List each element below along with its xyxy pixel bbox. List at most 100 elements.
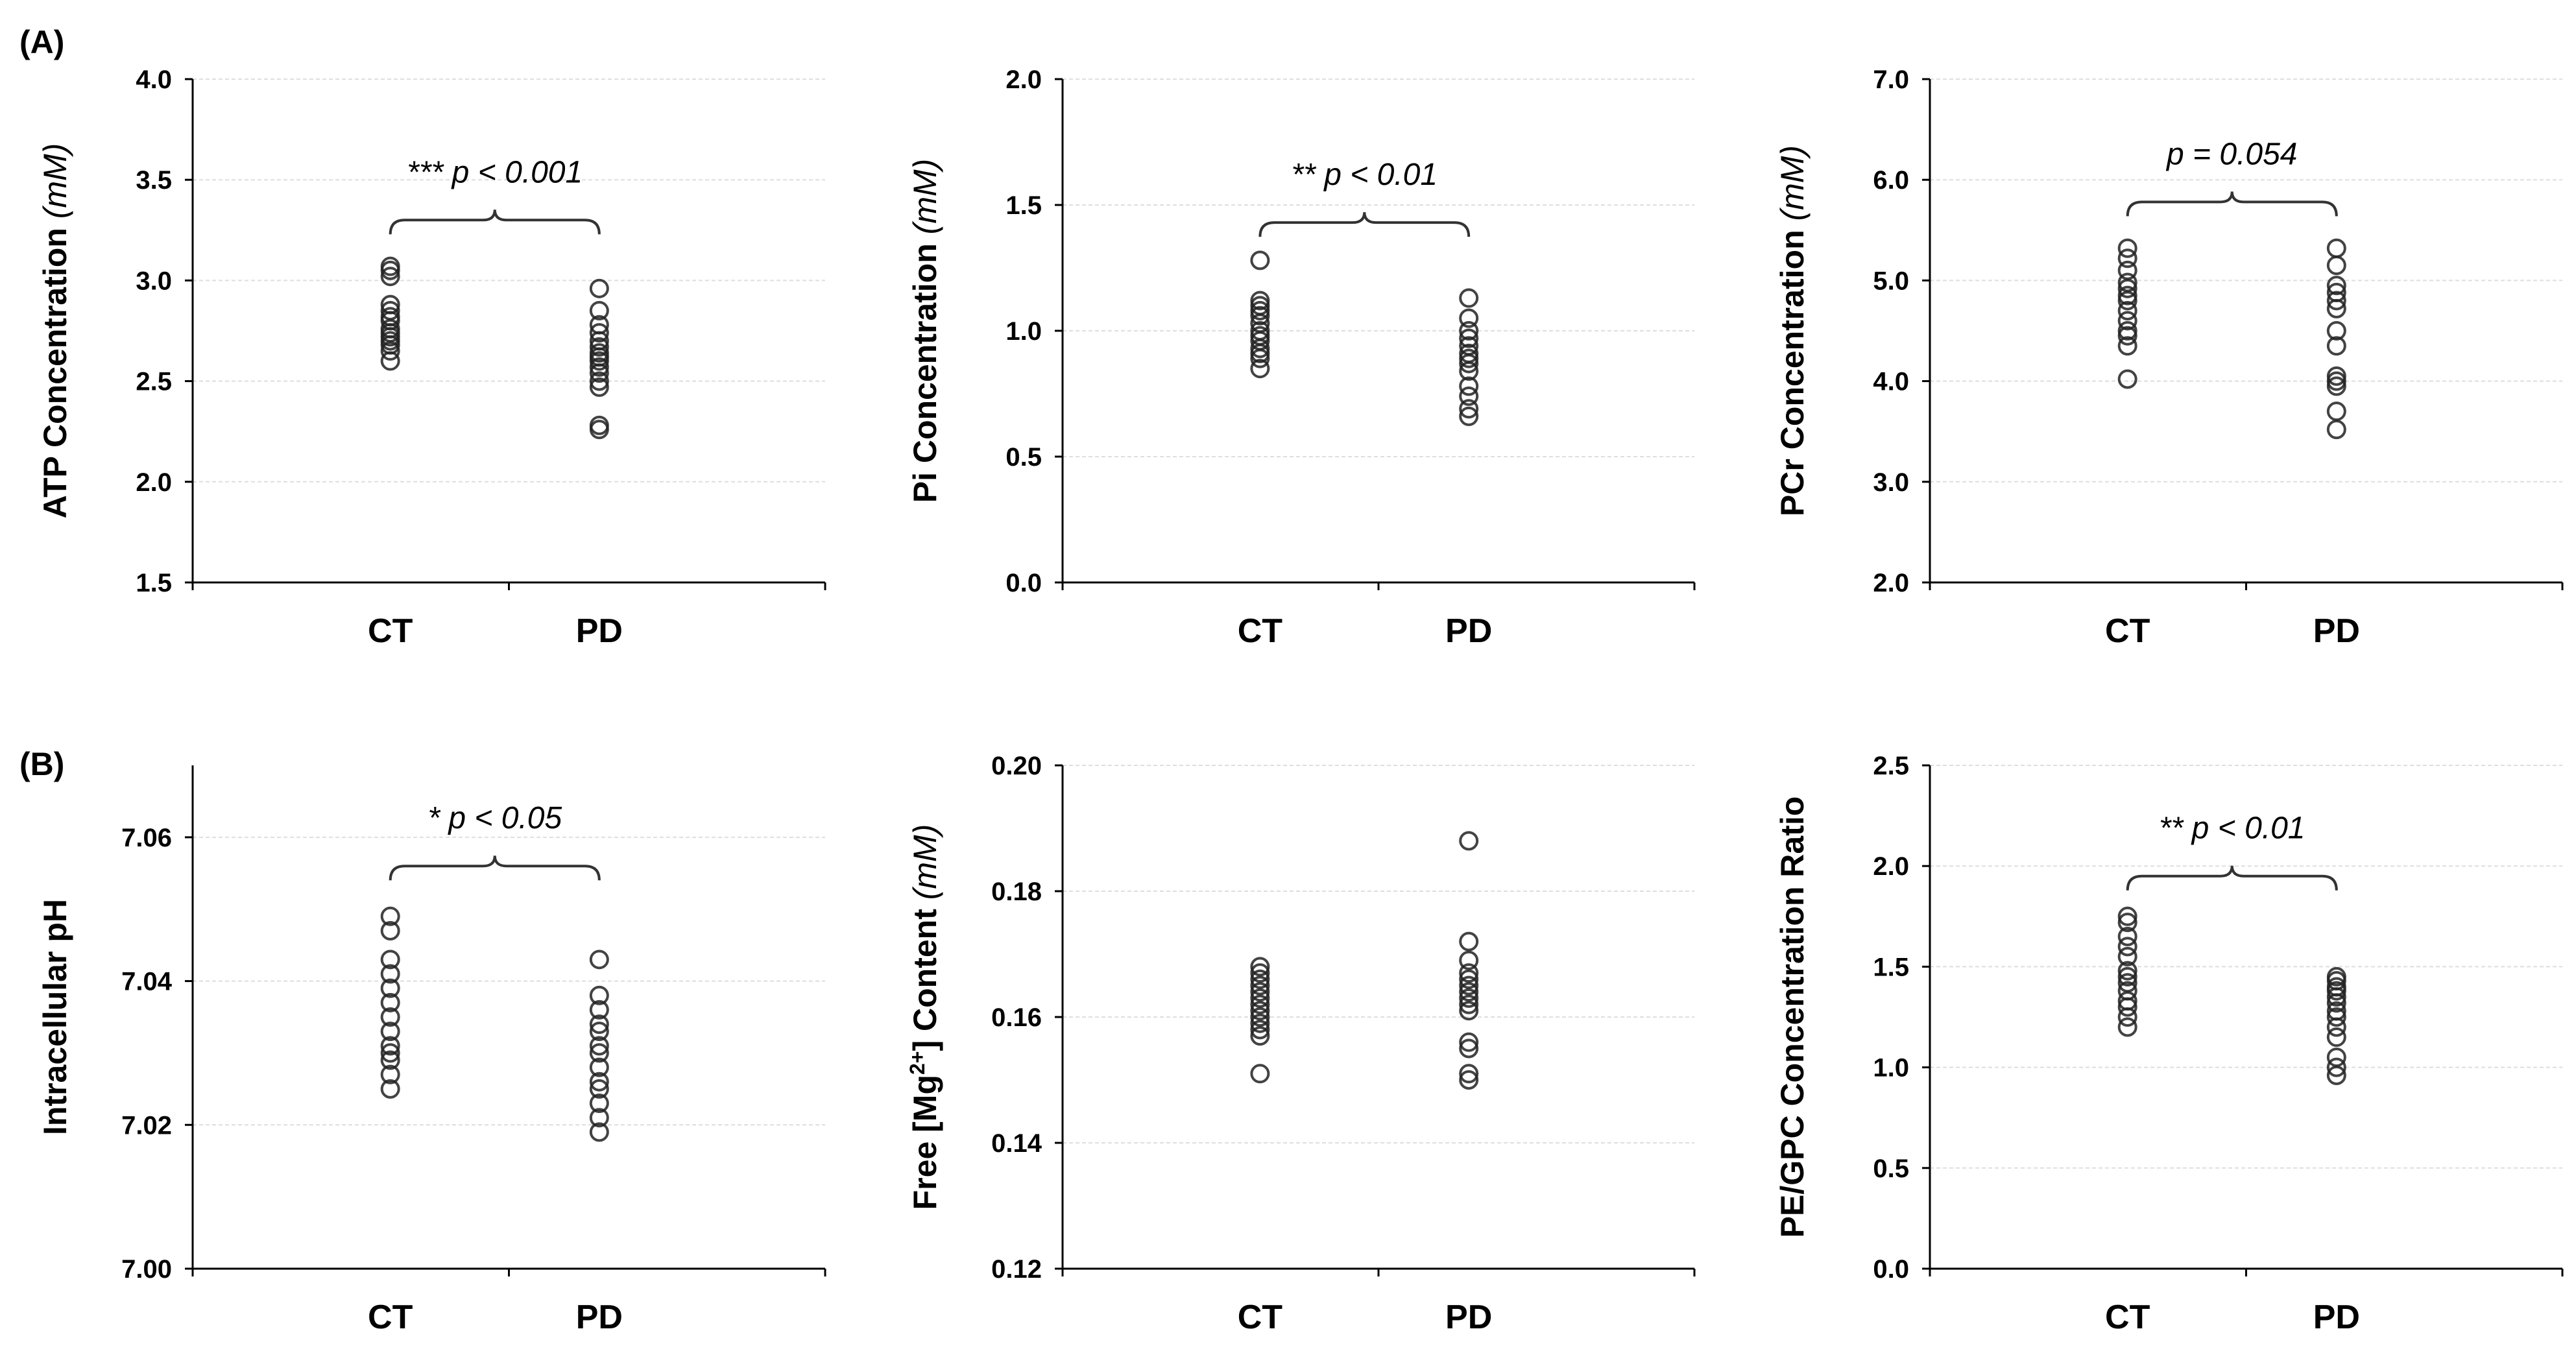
data-point-pd — [589, 377, 609, 397]
data-point-ct — [2117, 997, 2137, 1017]
chart-panel-5: 0.12 0.14 0.16 0.18 0.20 CT PD Free [Mg2+] Cont… — [906, 752, 1696, 1336]
data-point-pd — [1459, 288, 1479, 308]
data-point-pd — [589, 1022, 609, 1042]
x-tick-label-ct: CT — [368, 1299, 413, 1336]
data-point-pd — [589, 363, 609, 383]
y-tick-label: 2.5 — [1873, 752, 1909, 780]
y-axis-title: Pi Concentration (mM) — [907, 159, 943, 503]
chart-panel-6: 0.0 0.5 1.0 1.5 2.0 2.5 CT PD PE/GPC Concentrati… — [1774, 752, 2564, 1336]
data-point-pd — [589, 357, 609, 377]
data-point-pd — [589, 1043, 609, 1063]
data-point-pd — [1459, 321, 1479, 341]
data-point-pd — [589, 351, 609, 371]
panel-label-a: (A) — [19, 24, 64, 60]
x-tick-label-pd: PD — [2313, 1299, 2360, 1336]
data-point-ct — [2117, 961, 2137, 981]
data-point-pd — [2326, 993, 2346, 1013]
data-point-pd — [1459, 969, 1479, 989]
data-point-pd — [589, 278, 609, 298]
y-tick-label: 7.04 — [121, 968, 173, 996]
chart-panel-3: 2.0 3.0 4.0 5.0 6.0 7.0 CT PD PCr Concentration … — [1774, 66, 2564, 650]
data-point-ct — [1250, 982, 1270, 1002]
y-tick-label: 1.0 — [1873, 1054, 1909, 1083]
x-tick-label-pd: PD — [1445, 612, 1492, 650]
data-point-pd — [589, 1000, 609, 1020]
y-tick-label: 5.0 — [1873, 267, 1909, 295]
y-tick-label: 7.02 — [121, 1111, 172, 1140]
y-axis-title: PCr Concentration (mM) — [1774, 145, 1811, 516]
data-point-pd — [2326, 366, 2346, 386]
data-point-pd — [2326, 1066, 2346, 1086]
y-tick-label: 7.06 — [121, 824, 172, 852]
data-point-ct — [2117, 926, 2137, 946]
y-tick-label: 1.5 — [136, 569, 172, 597]
data-point-ct — [380, 920, 400, 940]
x-tick-label-ct: CT — [368, 612, 413, 650]
data-point-ct — [380, 950, 400, 970]
data-point-ct — [380, 964, 400, 984]
significance-label: ** p < 0.01 — [2159, 811, 2305, 846]
data-point-ct — [2117, 285, 2137, 305]
data-point-ct — [1250, 348, 1270, 368]
data-point-pd — [2326, 401, 2346, 422]
data-point-pd — [2326, 238, 2346, 258]
chart-panel-2: 0.0 0.5 1.0 1.5 2.0 CT PD Pi Concentration (mM)… — [907, 66, 1696, 650]
data-point-pd — [2326, 256, 2346, 276]
data-point-ct — [1250, 994, 1270, 1014]
y-tick-label: 3.5 — [136, 166, 172, 195]
y-tick-label: 3.0 — [1873, 468, 1909, 497]
data-point-ct — [1250, 291, 1270, 311]
data-point-pd — [2326, 987, 2346, 1007]
data-point-ct — [2117, 369, 2137, 389]
data-point-ct — [2117, 913, 2137, 933]
y-axis-title: Intracellular pH — [37, 899, 73, 1135]
data-point-pd — [2326, 1027, 2346, 1048]
data-point-ct — [1250, 1007, 1270, 1027]
data-point-ct — [380, 1036, 400, 1056]
significance-bracket — [2126, 865, 2338, 891]
data-point-pd — [2326, 1057, 2346, 1077]
data-point-ct — [380, 978, 400, 998]
data-point-pd — [2326, 1017, 2346, 1037]
data-point-pd — [1459, 931, 1479, 952]
y-tick-label: 2.0 — [1005, 66, 1042, 94]
data-point-pd — [589, 1079, 609, 1099]
data-point-pd — [1459, 353, 1479, 374]
data-point-pd — [1459, 1070, 1479, 1090]
y-tick-label: 2.0 — [1873, 852, 1909, 881]
data-point-ct — [2117, 248, 2137, 269]
data-point-pd — [1459, 1038, 1479, 1059]
chart-panel-1: 1.5 2.0 2.5 3.0 3.5 4.0 CT PD ATP Concentration … — [37, 66, 826, 650]
data-point-ct — [1250, 250, 1270, 270]
data-point-ct — [2117, 238, 2137, 258]
significance-bracket — [1258, 212, 1471, 237]
data-point-pd — [2326, 298, 2346, 318]
y-tick-label: 2.5 — [136, 368, 172, 396]
data-point-ct — [2117, 291, 2137, 311]
y-tick-label: 0.0 — [1873, 1255, 1909, 1284]
data-point-ct — [1250, 305, 1270, 326]
data-point-ct — [2117, 946, 2137, 966]
data-point-pd — [1459, 831, 1479, 851]
x-tick-label-ct: CT — [2105, 612, 2150, 650]
data-point-pd — [2326, 1007, 2346, 1027]
y-axis-title: PE/GPC Concentration Ratio — [1774, 796, 1811, 1238]
significance-bracket — [389, 210, 601, 235]
data-point-pd — [1459, 386, 1479, 406]
data-point-ct — [1250, 969, 1270, 989]
significance-label: ** p < 0.01 — [1292, 158, 1438, 192]
data-point-ct — [1250, 1026, 1270, 1046]
chart-grid: 1.5 2.0 2.5 3.0 3.5 4.0 CT PD ATP Concentration … — [37, 66, 2564, 1336]
data-point-ct — [380, 1050, 400, 1070]
data-point-ct — [380, 1007, 400, 1027]
data-point-pd — [2326, 321, 2346, 341]
y-tick-label: 4.0 — [136, 66, 172, 94]
data-point-ct — [2117, 966, 2137, 987]
y-tick-label: 0.18 — [991, 878, 1042, 906]
data-point-pd — [2326, 981, 2346, 1001]
x-tick-label-ct: CT — [1238, 1299, 1283, 1336]
data-point-pd — [2326, 371, 2346, 391]
y-tick-label: 0.20 — [991, 752, 1042, 780]
x-tick-label-pd: PD — [576, 1299, 623, 1336]
